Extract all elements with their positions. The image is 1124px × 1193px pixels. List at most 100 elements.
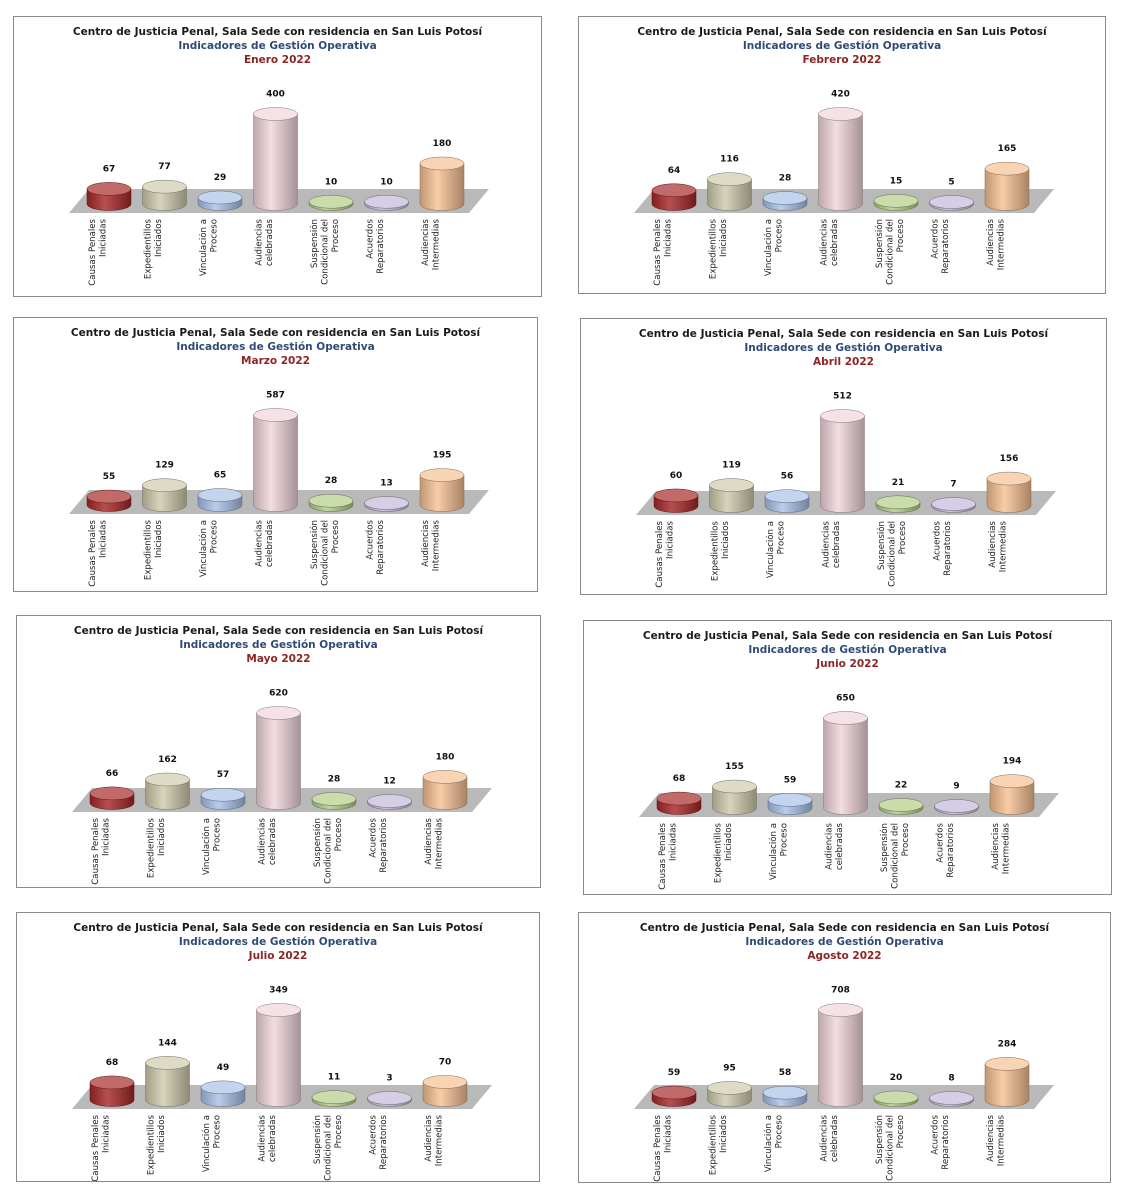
category-label-line: Acuerdos bbox=[366, 519, 376, 559]
category-label: Audienciascelebradas bbox=[820, 1114, 841, 1162]
bar bbox=[762, 1085, 808, 1107]
category-label-line: celebradas bbox=[830, 218, 840, 266]
category-label: SuspensiónCondicional delProceso bbox=[309, 219, 341, 285]
bar-top bbox=[878, 798, 924, 812]
bar-body bbox=[142, 186, 187, 211]
value-label: 194 bbox=[1003, 757, 1022, 767]
value-label: 64 bbox=[668, 166, 681, 176]
value-label: 11 bbox=[328, 1073, 341, 1083]
category-label-line: Vinculación a bbox=[765, 521, 776, 578]
category-label-line: Intermedias bbox=[1002, 822, 1012, 874]
category-label-line: Iniciadas bbox=[666, 520, 676, 558]
category-label: SuspensiónCondicional delProceso bbox=[312, 818, 344, 884]
category-label: Audienciascelebradas bbox=[255, 218, 276, 266]
category-label-line: Iniciados bbox=[721, 520, 731, 558]
category-label-line: Proceso bbox=[896, 219, 906, 252]
bar-top bbox=[367, 1091, 412, 1105]
bar bbox=[200, 787, 246, 810]
bar bbox=[367, 1091, 412, 1107]
chart-period: Febrero 2022 bbox=[803, 54, 882, 66]
value-label: 195 bbox=[433, 451, 452, 461]
category-label-line: Iniciadas bbox=[99, 519, 109, 557]
bar-top bbox=[764, 489, 810, 503]
chart-svg: Centro de Justicia Penal, Sala Sede con … bbox=[72, 922, 492, 1181]
bar-body bbox=[707, 178, 752, 211]
value-label: 68 bbox=[673, 774, 686, 784]
category-label-line: Intermedias bbox=[435, 817, 445, 869]
category-label-line: Proceso bbox=[213, 1115, 223, 1148]
category-label-line: Expedientillos bbox=[144, 519, 154, 580]
category-label-line: Audiencias bbox=[822, 520, 832, 567]
category-label-line: Proceso bbox=[777, 521, 787, 554]
bar-top bbox=[422, 1075, 468, 1089]
bar bbox=[818, 107, 863, 211]
value-label: 144 bbox=[158, 1038, 177, 1048]
category-label-line: Audiencias bbox=[255, 218, 265, 265]
bar-top bbox=[873, 1090, 919, 1105]
category-label-line: Vinculación a bbox=[198, 219, 209, 276]
bar-top bbox=[818, 107, 863, 121]
bar-top bbox=[707, 1081, 752, 1095]
category-label-line: Reparatorios bbox=[379, 817, 389, 872]
value-label: 162 bbox=[158, 755, 177, 765]
chart-period: Junio 2022 bbox=[815, 658, 879, 670]
value-label: 21 bbox=[892, 478, 905, 488]
category-label-line: Proceso bbox=[901, 823, 911, 856]
bar-top bbox=[709, 478, 754, 492]
bar bbox=[200, 1080, 246, 1107]
bar bbox=[653, 488, 699, 513]
bar bbox=[86, 489, 132, 512]
category-label-line: Condicional del bbox=[321, 520, 331, 586]
value-label: 66 bbox=[106, 769, 119, 779]
category-label-line: Proceso bbox=[213, 818, 223, 851]
value-label: 15 bbox=[890, 176, 903, 186]
category-label-line: Vinculación a bbox=[763, 219, 774, 276]
category-label: ExpedientillosIniciados bbox=[711, 520, 732, 581]
value-label: 3 bbox=[386, 1074, 392, 1084]
category-label: Causas PenalesIniciadas bbox=[655, 520, 676, 587]
value-label: 60 bbox=[670, 471, 683, 481]
bar-top bbox=[86, 182, 132, 196]
bar-top bbox=[984, 161, 1030, 176]
chart-subtitle: Indicadores de Gestión Operativa bbox=[743, 40, 941, 52]
bar-body bbox=[712, 786, 757, 815]
bar-top bbox=[989, 774, 1035, 788]
bar-top bbox=[145, 772, 190, 787]
category-label: AcuerdosReparatorios bbox=[931, 1114, 952, 1169]
category-label: SuspensiónCondicional delProceso bbox=[876, 521, 908, 587]
value-label: 55 bbox=[103, 472, 116, 482]
category-label: AcuerdosReparatorios bbox=[936, 822, 957, 877]
bar-top bbox=[253, 107, 298, 121]
value-label: 29 bbox=[214, 173, 227, 183]
category-label: Causas PenalesIniciadas bbox=[653, 218, 674, 285]
value-label: 155 bbox=[725, 762, 744, 772]
bar bbox=[364, 496, 409, 512]
category-label-line: celebradas bbox=[832, 520, 842, 568]
category-label: Vinculación aProceso bbox=[763, 1115, 785, 1172]
bar-top bbox=[89, 1075, 135, 1090]
category-label-line: Vinculación a bbox=[763, 1115, 774, 1172]
bar bbox=[253, 107, 298, 211]
category-label: ExpedientillosIniciados bbox=[147, 817, 168, 878]
category-label-line: Iniciados bbox=[724, 822, 734, 860]
category-label-line: Audiencias bbox=[988, 520, 998, 567]
chart-title: Centro de Justicia Penal, Sala Sede con … bbox=[73, 922, 484, 934]
category-label-line: Causas Penales bbox=[658, 822, 668, 889]
category-label-line: Iniciadas bbox=[102, 817, 112, 855]
category-label-line: Acuerdos bbox=[369, 817, 379, 857]
bar-top bbox=[89, 786, 135, 801]
value-label: 68 bbox=[106, 1058, 119, 1068]
bar-top bbox=[656, 791, 702, 806]
category-label-line: celebradas bbox=[268, 817, 278, 865]
category-label: SuspensiónCondicional delProceso bbox=[874, 219, 906, 285]
bar bbox=[419, 156, 465, 211]
value-label: 587 bbox=[266, 391, 285, 401]
chart-period: Julio 2022 bbox=[248, 950, 308, 962]
chart-svg: Centro de Justicia Penal, Sala Sede con … bbox=[636, 328, 1056, 588]
value-label: 7 bbox=[950, 480, 956, 490]
value-label: 8 bbox=[948, 1074, 954, 1084]
value-label: 708 bbox=[831, 986, 850, 996]
category-label-line: Proceso bbox=[775, 219, 785, 252]
category-label-line: Iniciadas bbox=[99, 218, 109, 256]
chart-panel-marzo: Centro de Justicia Penal, Sala Sede con … bbox=[13, 317, 538, 592]
